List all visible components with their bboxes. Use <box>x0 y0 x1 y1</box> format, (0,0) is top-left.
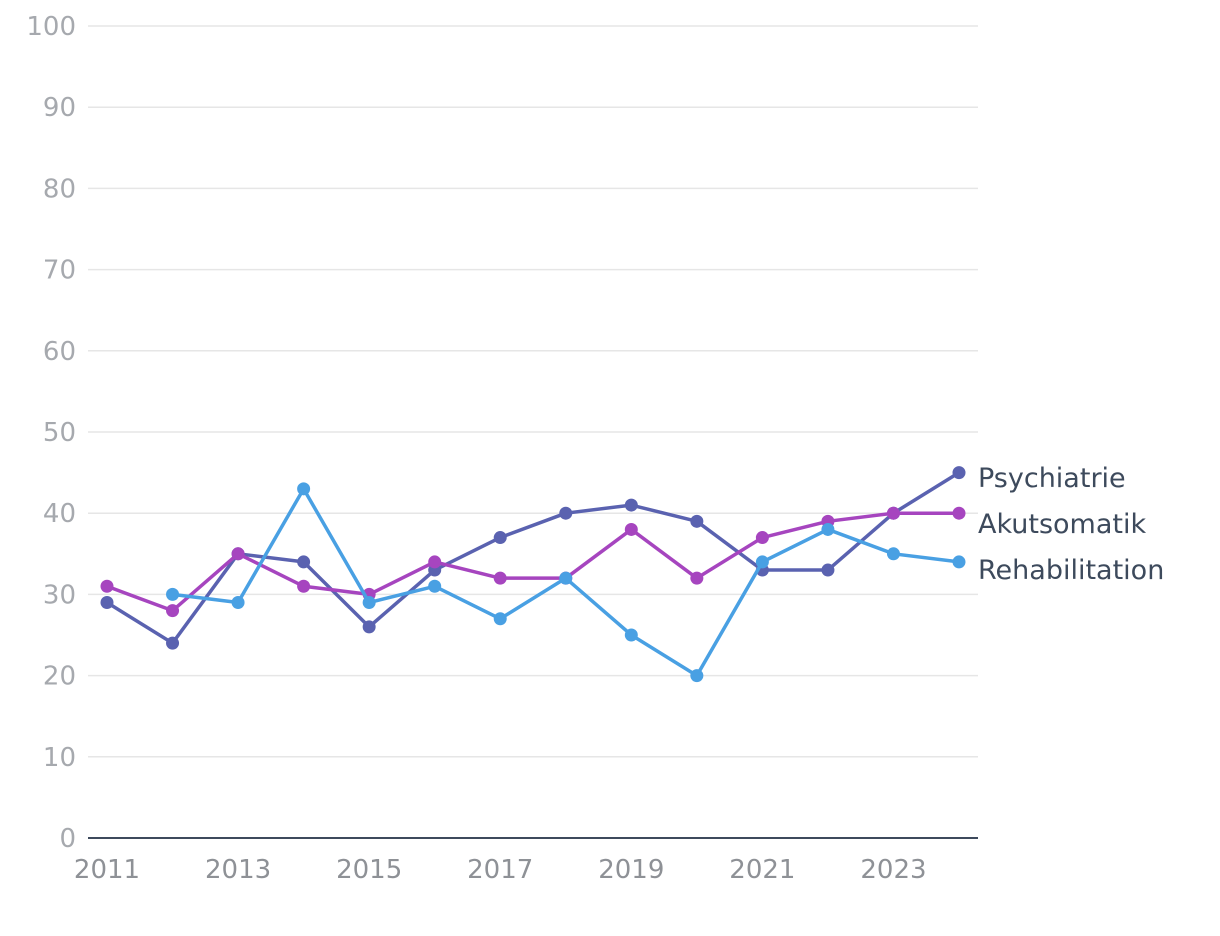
point-rehabilitation-2014 <box>297 482 311 496</box>
y-tick-label-100: 100 <box>26 12 76 42</box>
point-rehabilitation-2017 <box>493 612 507 626</box>
point-rehabilitation-2012 <box>166 587 180 601</box>
point-rehabilitation-2023 <box>886 547 900 561</box>
point-rehabilitation-2018 <box>559 571 573 585</box>
y-tick-label-70: 70 <box>43 256 76 286</box>
series-line-akutsomatik <box>106 511 959 613</box>
point-akutsomatik-2019 <box>624 522 638 536</box>
point-akutsomatik-2023 <box>886 506 900 520</box>
point-rehabilitation-2022 <box>821 522 835 536</box>
point-rehabilitation-2013 <box>231 596 245 610</box>
x-tick-label-2011: 2011 <box>74 855 140 885</box>
point-rehabilitation-2024 <box>952 555 966 569</box>
point-psychiatrie-2011 <box>100 596 114 610</box>
point-rehabilitation-2016 <box>428 579 442 593</box>
point-rehabilitation-2019 <box>624 628 638 642</box>
point-akutsomatik-2016 <box>428 555 442 569</box>
point-psychiatrie-2022 <box>821 563 835 577</box>
y-tick-label-20: 20 <box>43 662 76 692</box>
point-rehabilitation-2020 <box>690 669 704 683</box>
grid-lines <box>88 25 978 758</box>
point-akutsomatik-2020 <box>690 571 704 585</box>
x-tick-label-2013: 2013 <box>205 855 271 885</box>
point-psychiatrie-2018 <box>559 506 573 520</box>
x-tick-label-2023: 2023 <box>860 855 926 885</box>
series-rehabilitation <box>166 482 966 683</box>
series-akutsomatik <box>100 506 966 618</box>
x-tick-label-2019: 2019 <box>598 855 664 885</box>
y-tick-label-80: 80 <box>43 174 76 204</box>
y-tick-label-50: 50 <box>43 418 76 448</box>
y-tick-label-40: 40 <box>43 499 76 529</box>
x-axis-ticks: 2011 2013 2015 2017 2019 2021 2023 <box>74 855 927 885</box>
point-akutsomatik-2021 <box>755 531 769 545</box>
y-tick-label-0: 0 <box>59 824 76 854</box>
x-tick-label-2015: 2015 <box>336 855 402 885</box>
point-akutsomatik-2012 <box>166 604 180 618</box>
x-tick-label-2017: 2017 <box>467 855 533 885</box>
point-psychiatrie-2017 <box>493 531 507 545</box>
series-lines <box>100 466 966 683</box>
y-tick-label-90: 90 <box>43 93 76 123</box>
point-psychiatrie-2019 <box>624 498 638 512</box>
point-akutsomatik-2014 <box>297 579 311 593</box>
legend-label-akutsomatik: Akutsomatik <box>978 509 1146 540</box>
series-psychiatrie <box>100 466 966 650</box>
point-psychiatrie-2020 <box>690 514 704 528</box>
point-psychiatrie-2024 <box>952 466 966 480</box>
point-rehabilitation-2015 <box>362 596 376 610</box>
legend-label-psychiatrie: Psychiatrie <box>978 463 1126 494</box>
point-rehabilitation-2021 <box>755 555 769 569</box>
point-akutsomatik-2013 <box>231 547 245 561</box>
point-psychiatrie-2014 <box>297 555 311 569</box>
y-tick-label-10: 10 <box>43 743 76 773</box>
point-akutsomatik-2011 <box>100 579 114 593</box>
point-psychiatrie-2012 <box>166 636 180 650</box>
legend-label-rehabilitation: Rehabilitation <box>978 555 1164 586</box>
y-tick-label-60: 60 <box>43 337 76 367</box>
point-akutsomatik-2017 <box>493 571 507 585</box>
point-akutsomatik-2024 <box>952 506 966 520</box>
y-axis-ticks: 0 10 20 30 40 50 60 70 80 90 100 <box>26 12 76 854</box>
x-tick-label-2021: 2021 <box>729 855 795 885</box>
series-line-psychiatrie <box>106 471 960 645</box>
legend: Psychiatrie Akutsomatik Rehabilitation <box>978 463 1164 586</box>
y-tick-label-30: 30 <box>43 580 76 610</box>
point-psychiatrie-2015 <box>362 620 376 634</box>
